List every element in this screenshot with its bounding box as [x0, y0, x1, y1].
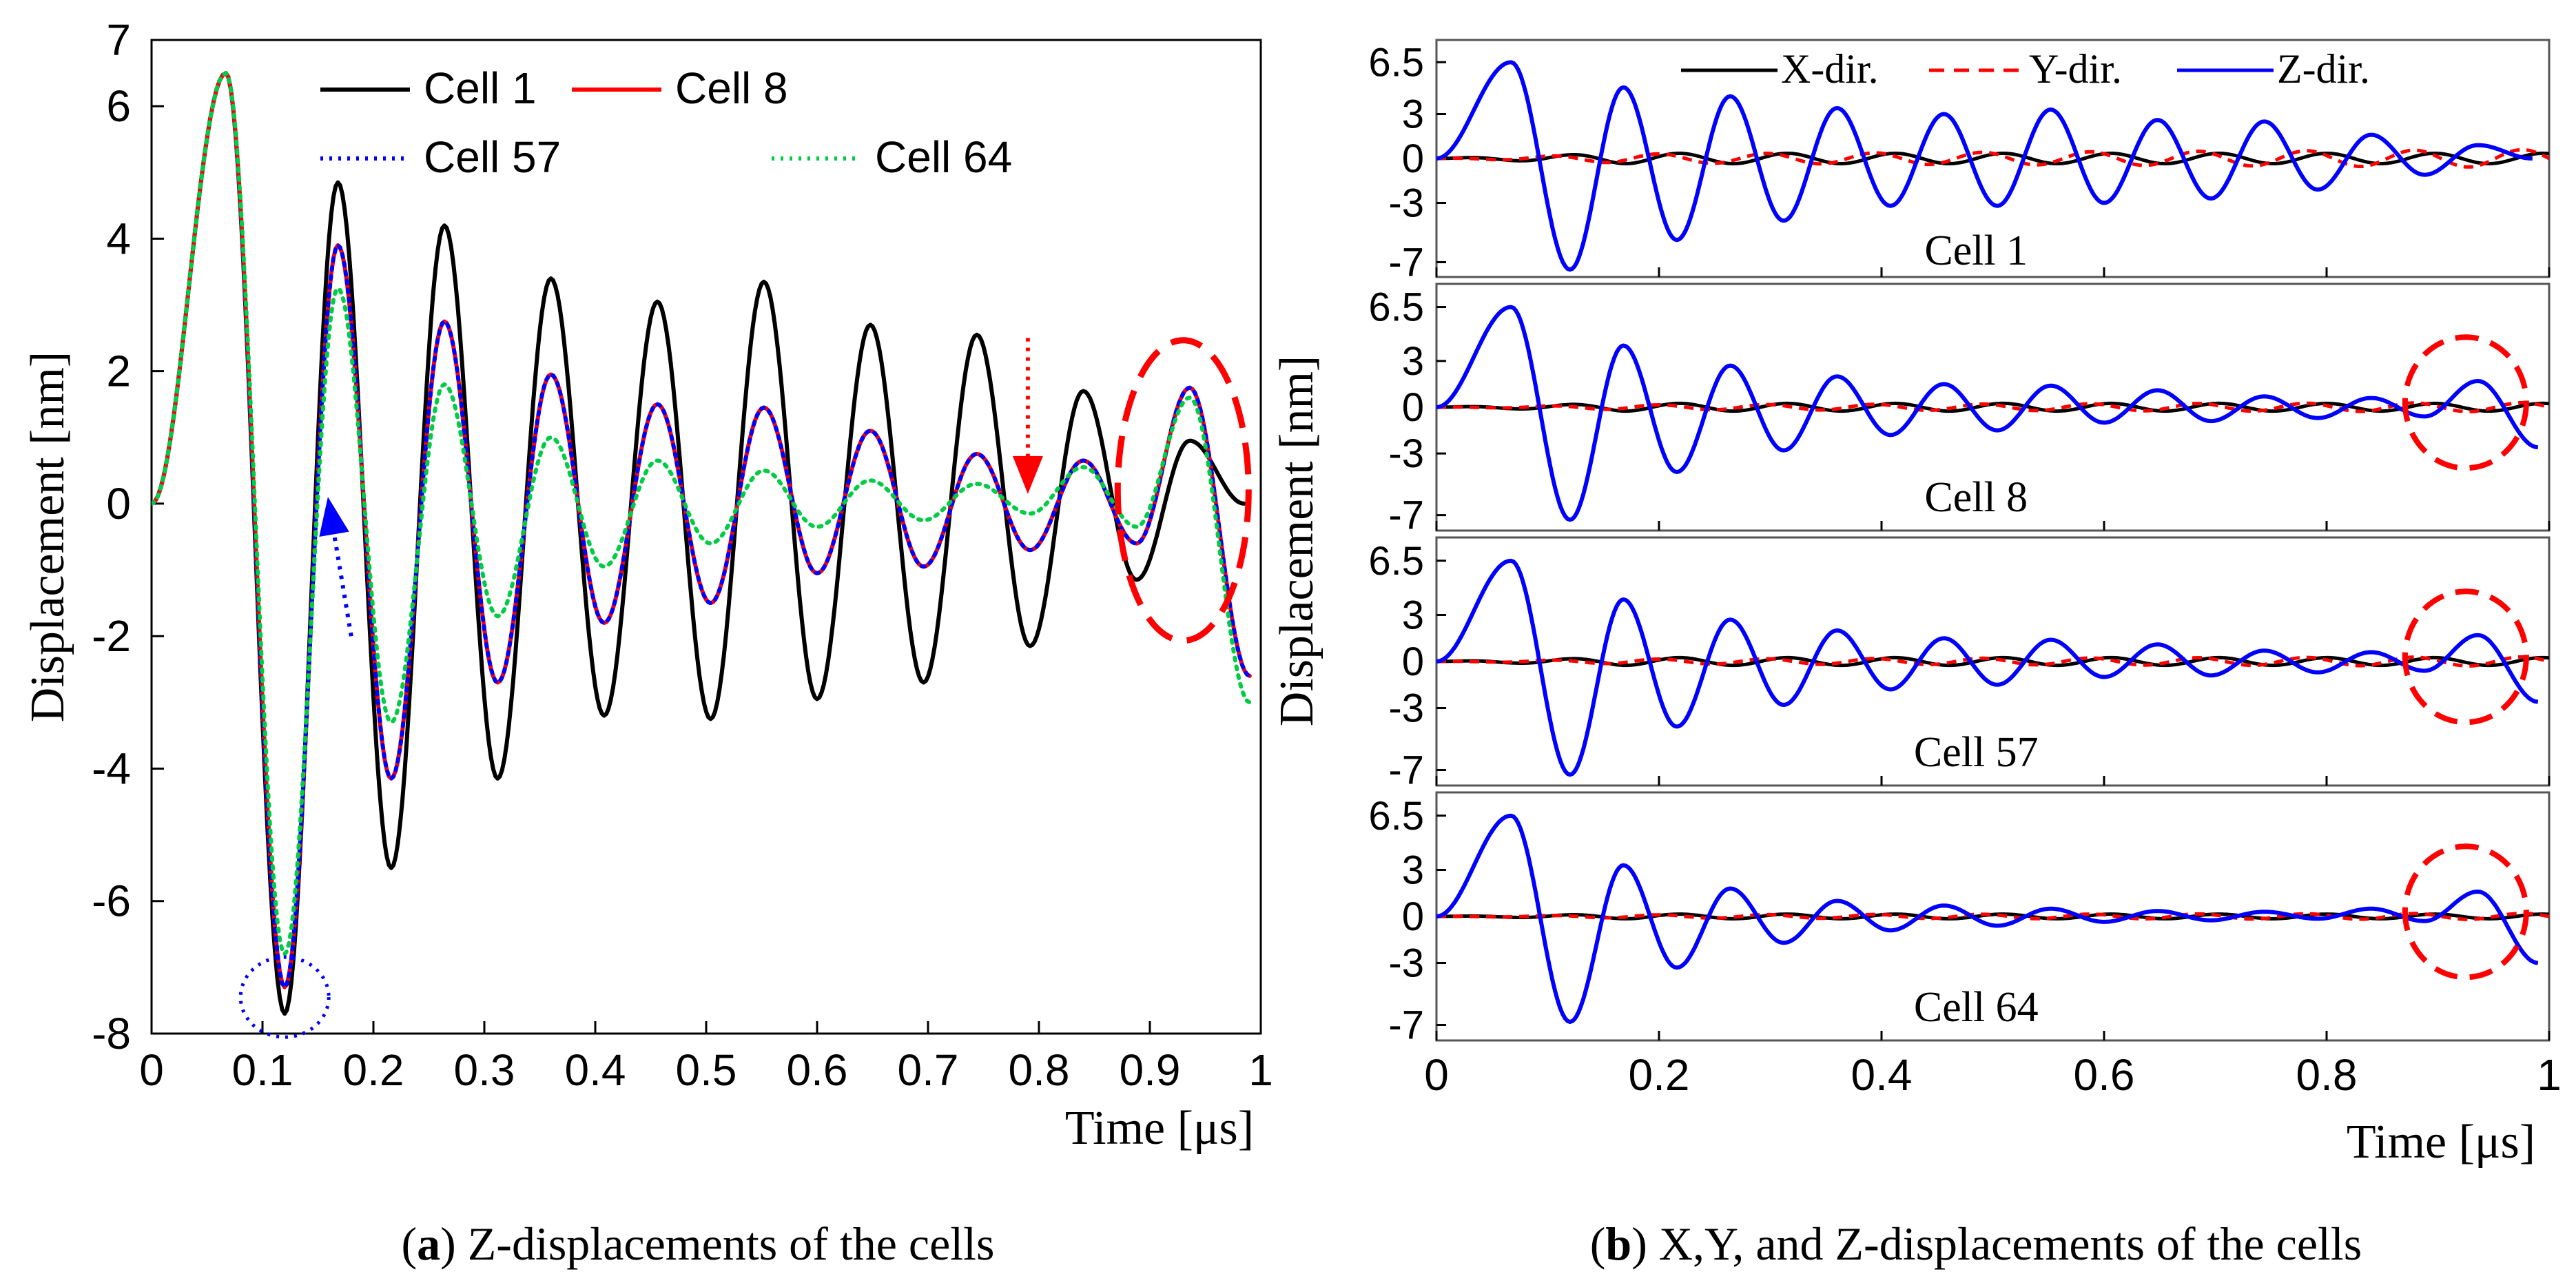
x-tick-label-a: 0.6	[787, 1045, 848, 1095]
x-tick-label-b: 0.4	[1851, 1050, 1913, 1100]
subplot-series	[1436, 60, 2549, 272]
x-tick-label-a: 0.1	[232, 1045, 293, 1095]
y-tick-label-b: 3	[1402, 593, 1424, 638]
y-tick-label-b: -7	[1388, 748, 1424, 793]
legend-label-a: Cell 57	[424, 132, 561, 182]
y-tick-label-b: -3	[1388, 686, 1424, 731]
panel-a: 0 0.1 0.2 0.3 0.4 0.5 0.6 0.7 0.8 0.9 1 -8 -6 -4 -2 0 2 4…	[21, 15, 1273, 1155]
series-y-dir	[1436, 655, 2549, 668]
annotation-circle	[238, 955, 331, 1039]
subplot-cell-8: 6.5 30-3 -7 Cell 8	[1368, 283, 2551, 538]
caption-b-text: ) X,Y, and Z-displacements of the cells	[1631, 1218, 2362, 1270]
annotation-dashed-circle	[2402, 843, 2529, 981]
series-line-cell-64	[152, 71, 1252, 956]
x-tick-label-a: 0.9	[1120, 1045, 1181, 1095]
x-tick-label-a: 0.3	[454, 1045, 515, 1095]
y-tick-label-b: 6.5	[1368, 794, 1424, 839]
y-tick-label-b: -3	[1388, 181, 1424, 226]
legend-label-b: Z-dir.	[2277, 46, 2370, 92]
subplot-cell-1: 6.5 30-3 -7 Cell 1	[1368, 39, 2551, 285]
annotation-arrow-head	[1012, 455, 1043, 494]
caption-b: (b) X,Y, and Z-displacements of the cell…	[1590, 1218, 2362, 1270]
y-tick-label-b: 0	[1402, 385, 1424, 430]
y-tick-label-b: 3	[1402, 92, 1424, 137]
series-x-dir	[1436, 655, 2549, 668]
y-tick-label-a: -2	[92, 611, 131, 661]
annotation-arrow-shaft	[327, 503, 353, 637]
legend-label-b: Y-dir.	[2029, 46, 2122, 92]
x-tick-label-b: 1	[2537, 1050, 2562, 1100]
y-tick-label-b: -3	[1388, 431, 1424, 476]
panel-b: 6.530-3-7 Cell 16.530-3-7 Cell 86.530-3-7 C…	[1270, 39, 2562, 1169]
y-tick-label-b: -7	[1388, 240, 1424, 285]
subplot-series	[1436, 558, 2549, 777]
annotation-ellipse	[1114, 337, 1252, 644]
series-y-dir	[1436, 147, 2549, 169]
subplot-label: Cell 64	[1914, 984, 2039, 1031]
y-tick-label-b: -3	[1388, 941, 1424, 986]
series-z-dir	[1436, 60, 2533, 272]
y-tick-label-b: 0	[1402, 894, 1424, 939]
x-tick-label-a: 0	[139, 1045, 164, 1095]
y-tick-label-a: 6	[106, 81, 131, 131]
y-tick-label-b: 0	[1402, 136, 1424, 181]
subplot-cell-64: 6.530-3-7 Cell 640 0.2 0.4 0.6 0.8 1	[1368, 791, 2562, 1100]
y-tick-label-a: -4	[92, 743, 131, 793]
y-tick-label-a: 7	[106, 15, 131, 65]
plot-frame-a	[150, 39, 1262, 1035]
x-tick-label-a: 0.8	[1009, 1045, 1070, 1095]
caption-b-label: b	[1605, 1218, 1631, 1270]
x-tick-label-b: 0.8	[2296, 1050, 2358, 1100]
y-tick-label-b: 3	[1402, 848, 1424, 893]
x-tick-label-a: 0.4	[565, 1045, 626, 1095]
legend-label-a: Cell 64	[875, 132, 1012, 182]
y-tick-label-b: -7	[1388, 493, 1424, 538]
annotation-dashed-circle	[2402, 588, 2529, 726]
x-axis-label-b: Time [μs]	[2347, 1116, 2535, 1169]
series-y-dir	[1436, 400, 2549, 413]
series-group-a	[152, 71, 1252, 1016]
x-tick-label-a: 0.5	[676, 1045, 737, 1095]
y-tick-label-a: 4	[106, 214, 131, 263]
caption-a: (a) Z-displacements of the cells	[401, 1218, 994, 1270]
annotation-arrow-head	[319, 497, 349, 537]
y-tick-label-a: 2	[106, 347, 131, 396]
series-x-dir	[1436, 401, 2549, 413]
y-tick-label-b: 3	[1402, 339, 1424, 384]
y-tick-label-a: -6	[92, 876, 131, 926]
subplot-label: Cell 57	[1914, 729, 2039, 776]
y-tick-label-b: 0	[1402, 639, 1424, 684]
legend-label-b: X-dir.	[1781, 46, 1879, 92]
x-tick-label-b: 0	[1424, 1050, 1449, 1100]
caption-a-label: a	[417, 1218, 440, 1270]
y-tick-label-b: 6.5	[1368, 285, 1424, 330]
y-tick-label-b: -7	[1388, 1003, 1424, 1048]
series-z-dir	[1436, 813, 2539, 1024]
legend-label-a: Cell 8	[675, 63, 788, 113]
y-tick-label-b: 6.5	[1368, 40, 1424, 85]
x-tick-label-a: 0.2	[343, 1045, 404, 1095]
y-tick-label-b: 6.5	[1368, 539, 1424, 584]
y-axis-label-a: Displacement [nm]	[21, 351, 74, 722]
annotation-dashed-circle	[2402, 334, 2529, 471]
legend-label-a: Cell 1	[424, 63, 537, 113]
series-z-dir	[1436, 558, 2539, 777]
caption-a-text: ) Z-displacements of the cells	[440, 1218, 994, 1270]
series-y-dir	[1436, 912, 2549, 921]
subplot-series	[1436, 305, 2549, 522]
subplot-label: Cell 1	[1924, 227, 2028, 274]
y-tick-label-a: -8	[92, 1009, 131, 1058]
subplot-label: Cell 8	[1924, 474, 2028, 521]
x-tick-label-b: 0.6	[2074, 1050, 2135, 1100]
y-axis-label-b: Displacement [nm]	[1270, 356, 1323, 726]
subplot-series	[1436, 813, 2549, 1024]
x-tick-label-b: 0.2	[1629, 1050, 1690, 1100]
y-tick-label-a: 0	[106, 479, 131, 528]
subplot-cell-57: 6.5 30-3 -7 Cell 57	[1368, 536, 2551, 793]
x-axis-label-a: Time [μs]	[1065, 1102, 1254, 1155]
x-tick-label-a: 0.7	[898, 1045, 959, 1095]
series-z-dir	[1436, 305, 2539, 522]
x-tick-label-a: 1	[1248, 1045, 1273, 1095]
